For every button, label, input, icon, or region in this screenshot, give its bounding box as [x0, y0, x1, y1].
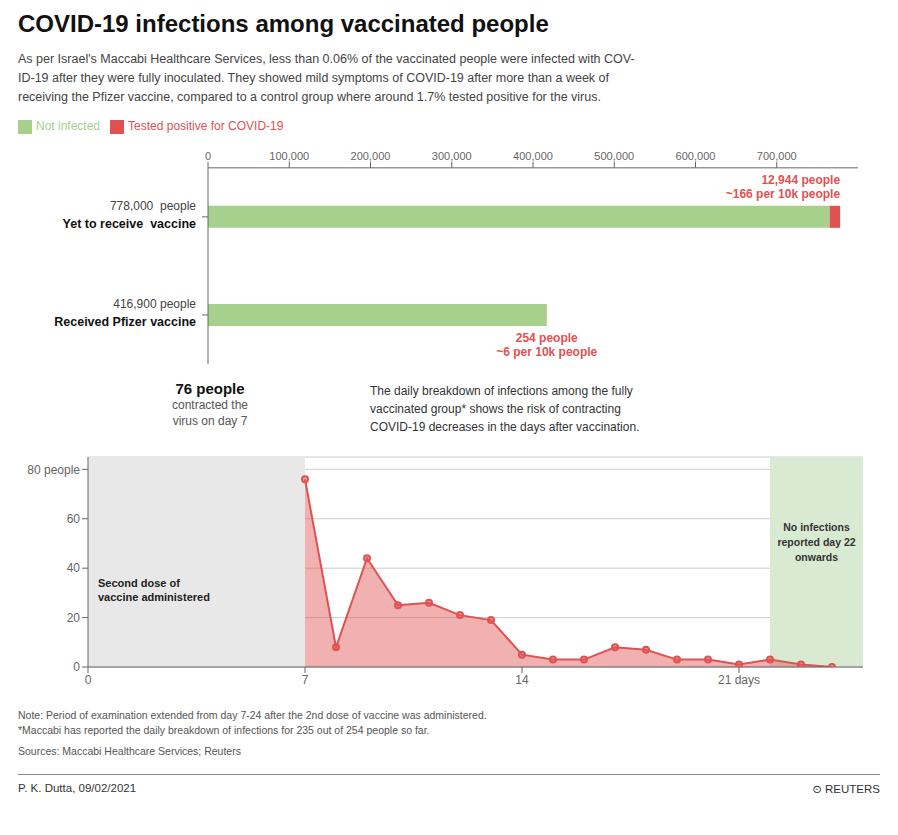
html-text:Tested positive for COVID-19: Tested positive for COVID-19 [128, 119, 284, 133]
svg-text:300,000: 300,000 [432, 150, 472, 162]
html-text:P. K. Dutta, 09/02/2021: P. K. Dutta, 09/02/2021 [18, 782, 137, 794]
svg-text:416,900 people: 416,900 people [113, 297, 196, 311]
svg-text:12,944 people~166 per 10k peop: 12,944 people~166 per 10k people [726, 173, 841, 201]
svg-text:100,000: 100,000 [269, 150, 309, 162]
svg-text:254 people~6 per 10k people: 254 people~6 per 10k people [496, 331, 597, 359]
svg-text:200,000: 200,000 [351, 150, 391, 162]
svg-text:7: 7 [302, 673, 309, 687]
svg-text:778,000 people: 778,000 people [110, 199, 196, 213]
svg-text:21 days: 21 days [718, 673, 760, 687]
html-text:Note: Period of examination ex: Note: Period of examination extended fro… [18, 709, 487, 721]
svg-text:0: 0 [73, 660, 80, 674]
svg-text:0: 0 [85, 673, 92, 687]
svg-text:14: 14 [515, 673, 529, 687]
html-text:Sources: Maccabi Healthcare Se: Sources: Maccabi Healthcare Services; Re… [18, 745, 241, 758]
html-text:COVID-19 infections among vacc: COVID-19 infections among vaccinated peo… [18, 10, 549, 37]
html-text:As per Israel's Maccabi Health: As per Israel's Maccabi Healthcare Servi… [18, 52, 635, 104]
svg-text:Second dose ofvaccine administ: Second dose ofvaccine administered [98, 577, 210, 603]
svg-text:Received Pfizer vaccine: Received Pfizer vaccine [54, 315, 196, 329]
html-text:The daily breakdown of infecti: The daily breakdown of infections among … [370, 384, 640, 434]
html-text:contracted the virus on day 7: contracted the virus on day 7 [172, 398, 248, 429]
svg-text:60: 60 [67, 512, 81, 526]
html-text:Not infected: Not infected [36, 119, 100, 133]
svg-text:700,000: 700,000 [757, 150, 797, 162]
svg-text:No infectionsreported day 22on: No infectionsreported day 22onwards [777, 521, 855, 563]
svg-text:500,000: 500,000 [594, 150, 634, 162]
svg-text:600,000: 600,000 [676, 150, 716, 162]
svg-text:80 people: 80 people [27, 463, 80, 477]
svg-text:Yet to receive vaccine: Yet to receive vaccine [63, 217, 196, 231]
html-text:76 people: 76 people [175, 380, 245, 397]
svg-text:0: 0 [205, 150, 211, 162]
svg-text:20: 20 [67, 611, 81, 625]
svg-text:400,000: 400,000 [513, 150, 553, 162]
html-text:*Maccabi has reported the dail: *Maccabi has reported the daily breakdow… [18, 724, 430, 737]
html-text:⊙ REUTERS: ⊙ REUTERS [812, 783, 880, 795]
svg-text:40: 40 [67, 561, 81, 575]
